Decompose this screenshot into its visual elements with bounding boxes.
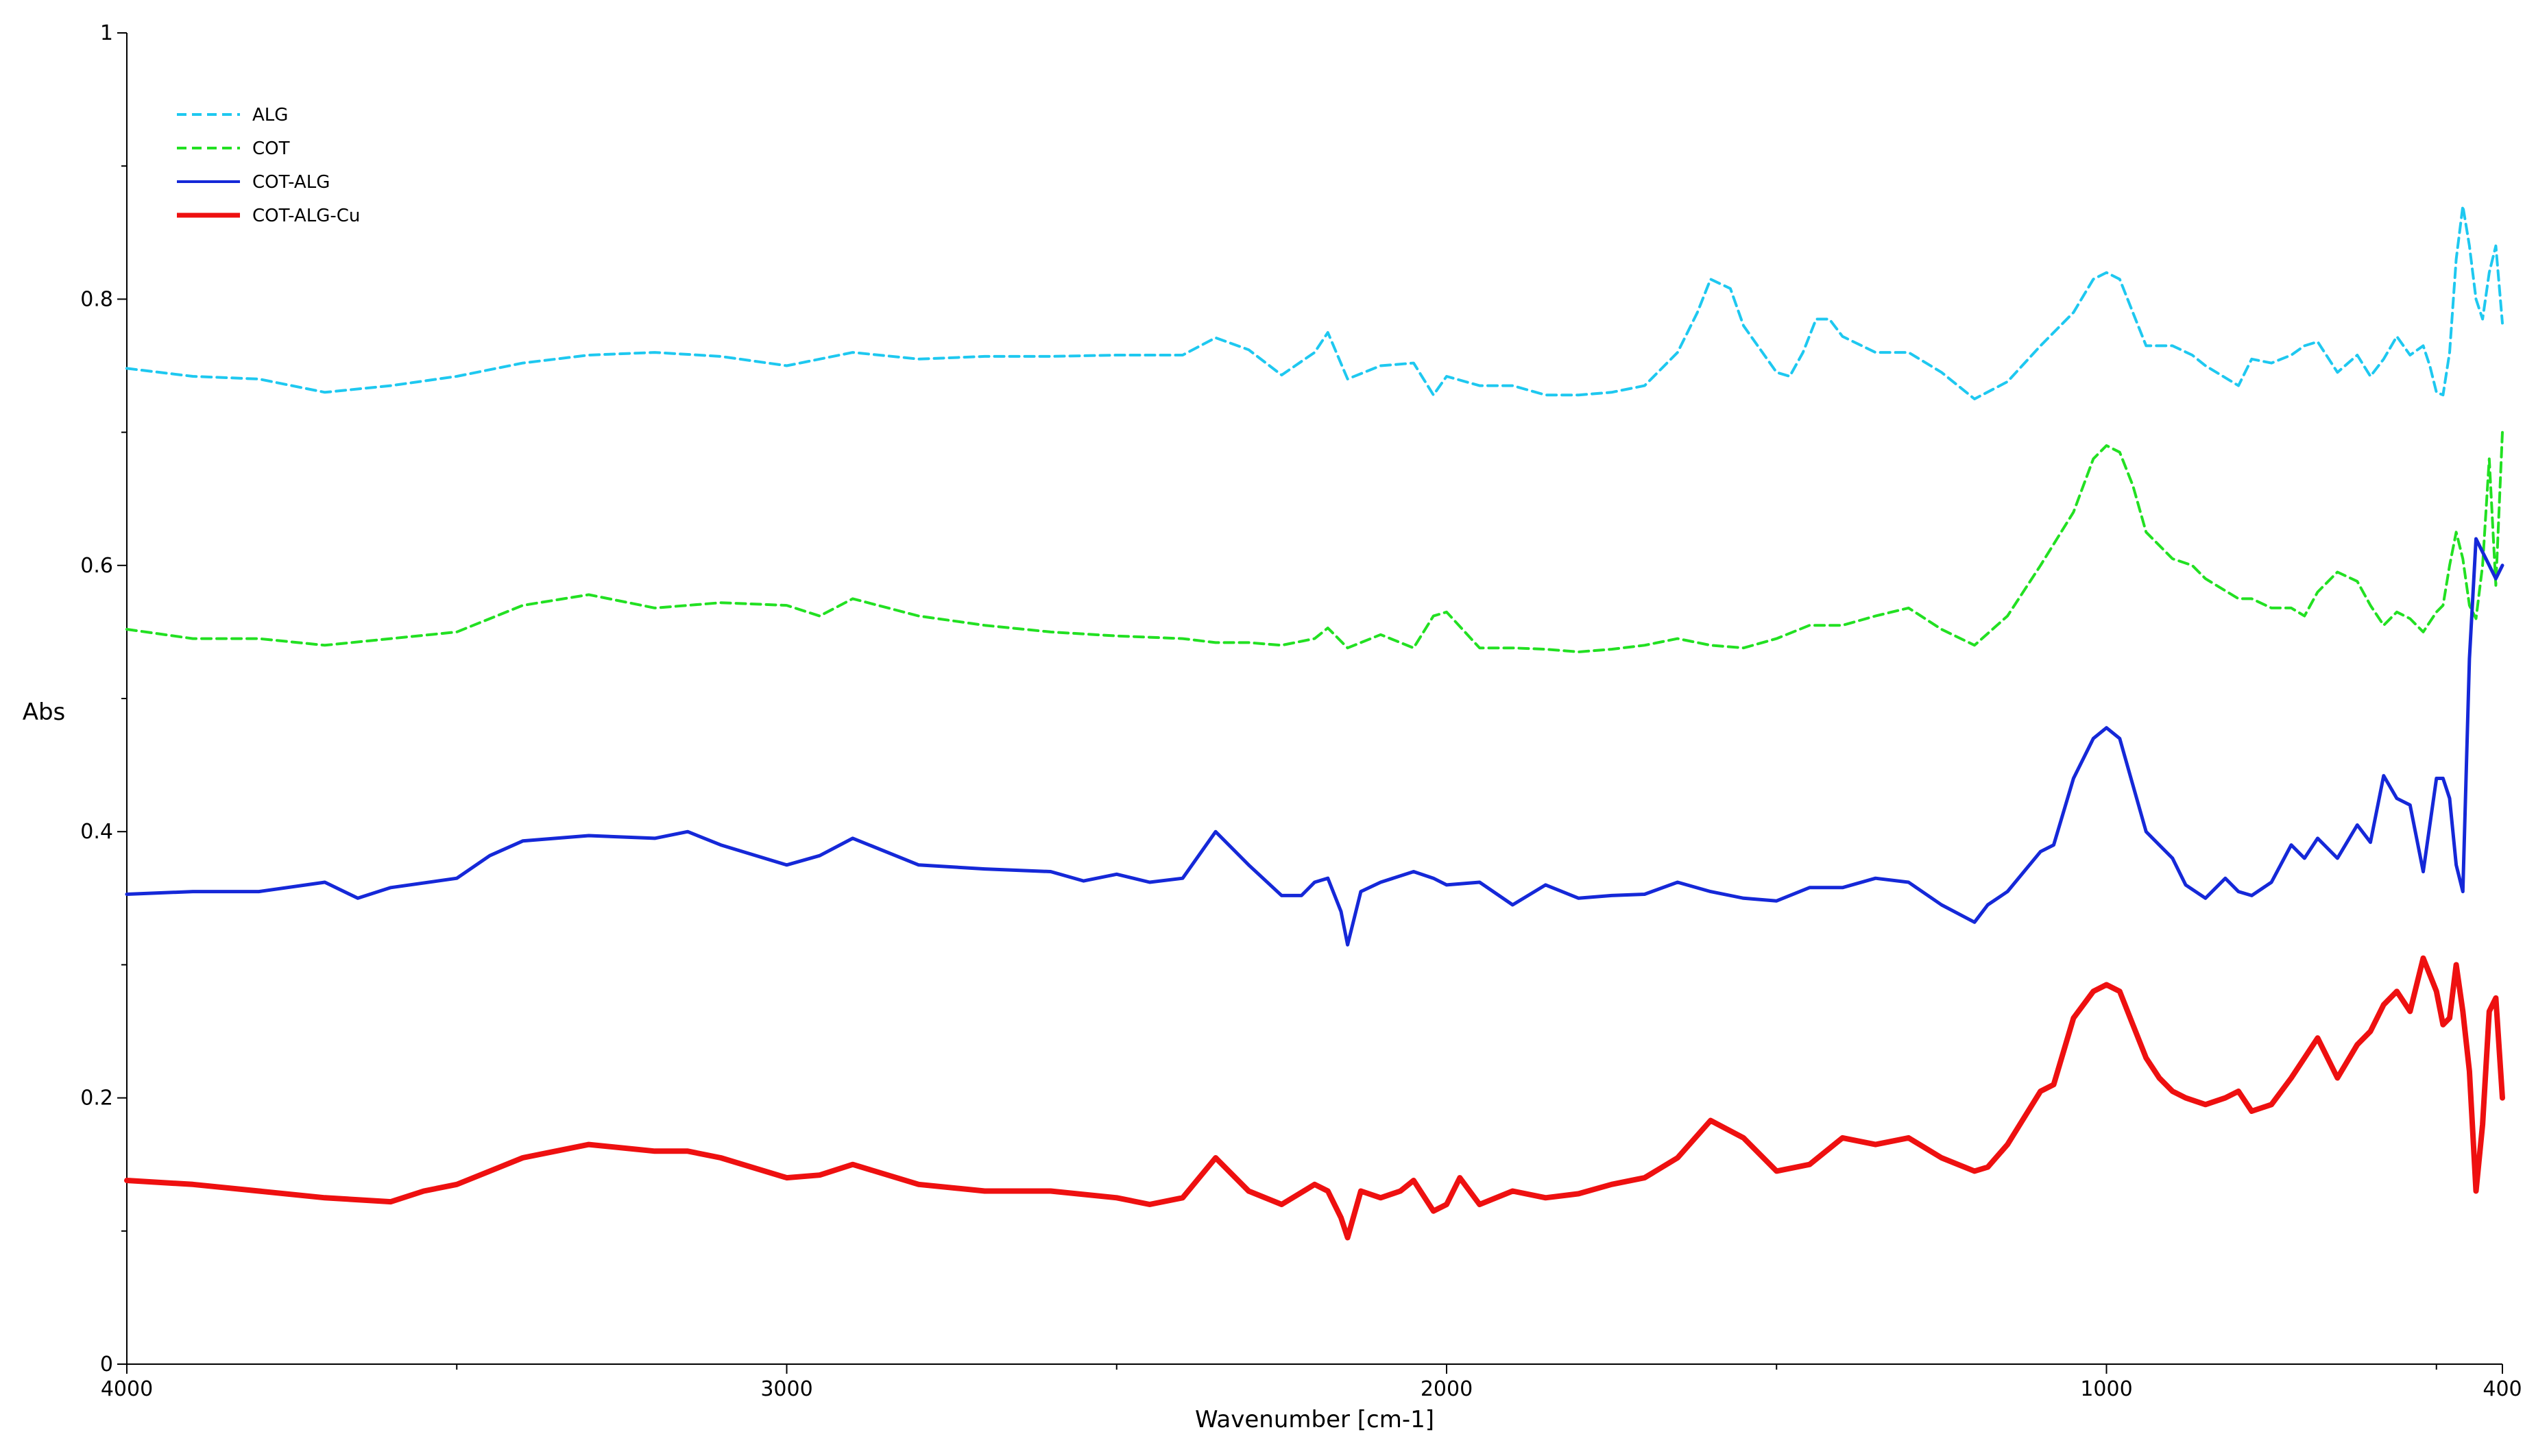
x-tick-label: 3000: [760, 1377, 812, 1401]
x-tick-label: 400: [2483, 1377, 2522, 1401]
ticks-group: 0 0.2 0.4 0.6 0.8 1 4000 3000 2000 1000 400: [80, 21, 2522, 1401]
y-tick-label: 0.4: [80, 820, 113, 844]
x-tick-label: 1000: [2080, 1377, 2132, 1401]
y-tick-label: 0: [100, 1352, 113, 1376]
x-tick-label: 4000: [101, 1377, 153, 1401]
legend-label-cot-alg: COT-ALG: [252, 172, 330, 193]
y-tick-label: 1: [100, 21, 113, 45]
y-tick-label: 0.8: [80, 287, 113, 311]
y-axis-label: Abs: [23, 699, 66, 726]
y-tick-label: 0.2: [80, 1087, 113, 1111]
series-line-alg: [125, 204, 2504, 400]
legend: ALG COT COT-ALG COT-ALG-Cu: [177, 105, 360, 226]
legend-label-cot-alg-cu: COT-ALG-Cu: [252, 206, 360, 226]
x-tick-label: 2000: [1421, 1377, 1473, 1401]
series-group: [124, 204, 2505, 1241]
x-axis-label: Wavenumber [cm-1]: [1195, 1406, 1434, 1433]
legend-label-cot: COT: [252, 138, 290, 159]
series-line-cot-alg: [125, 537, 2504, 947]
series-line-cot-alg-cu: [124, 955, 2505, 1241]
y-tick-label: 0.6: [80, 554, 113, 578]
legend-label-alg: ALG: [252, 105, 288, 125]
series-line-cot: [125, 430, 2504, 653]
